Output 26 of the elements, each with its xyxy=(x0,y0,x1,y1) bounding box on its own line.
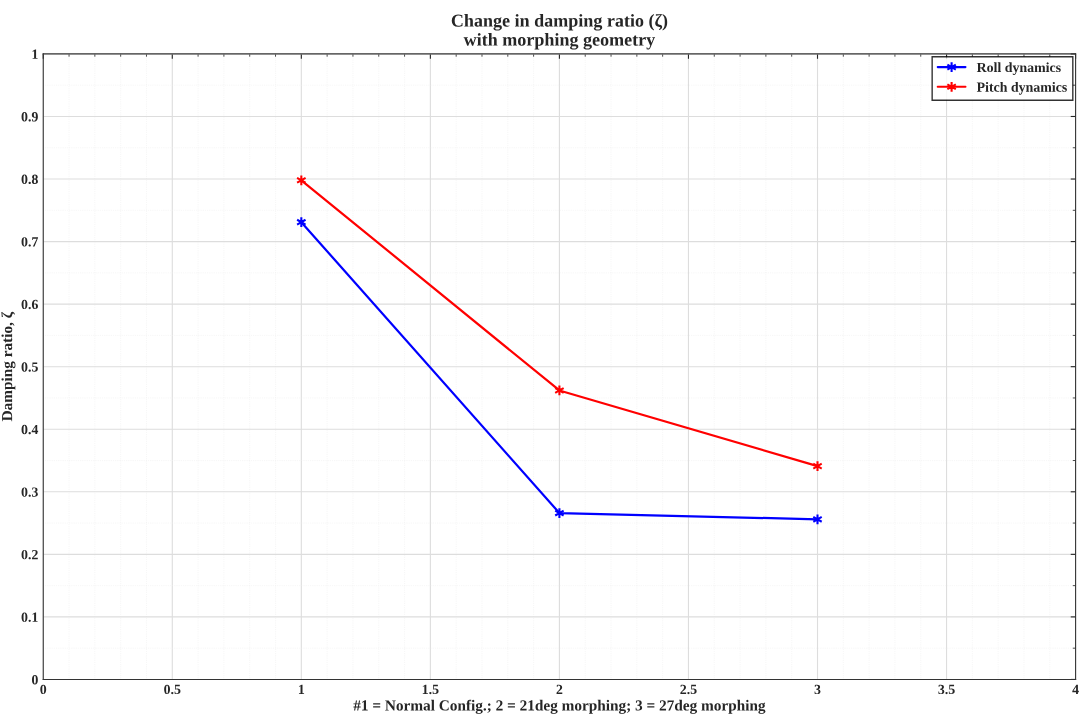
y-tick-label: 0.4 xyxy=(21,424,39,435)
y-tick-label: 0.8 xyxy=(21,174,38,185)
legend-label: Pitch dynamics xyxy=(976,82,1067,95)
point xyxy=(812,513,823,526)
x-tick-label: 1 xyxy=(298,684,305,694)
x-tick-label: 3 xyxy=(814,684,821,695)
y-tick-label: 0.5 xyxy=(21,362,38,372)
x-tick-label: 2 xyxy=(556,684,563,694)
x-tick-label: 2.5 xyxy=(680,684,697,695)
y-tick-label: 0.3 xyxy=(21,487,38,497)
y-tick-label: 0 xyxy=(31,675,38,685)
y-tick-label: 1 xyxy=(32,49,38,59)
y-tick-label: 0.6 xyxy=(21,299,38,310)
y-axis-title: Damping ratio, ζ xyxy=(1,311,16,422)
x-tick-label: 4 xyxy=(1072,684,1079,694)
x-tick-label: 0 xyxy=(40,684,47,695)
x-tick-label: 1.5 xyxy=(422,684,439,695)
y-tick-label: 0.9 xyxy=(21,112,38,122)
y-tick-label: 0.1 xyxy=(21,612,38,622)
y-tick-label: 0.7 xyxy=(21,237,39,247)
x-tick-label: 3.5 xyxy=(938,684,955,695)
x-tick-label: 0.5 xyxy=(164,684,181,695)
chart-title: Change in damping ratio (ζ) with morphing geometry xyxy=(451,13,668,50)
legend-label: Roll dynamics xyxy=(976,62,1061,75)
y-tick-label: 0.2 xyxy=(21,549,38,560)
x-axis-title: #1 = Normal Config.; 2 = 21deg morphing; 3 = 27deg morphing xyxy=(353,699,766,714)
